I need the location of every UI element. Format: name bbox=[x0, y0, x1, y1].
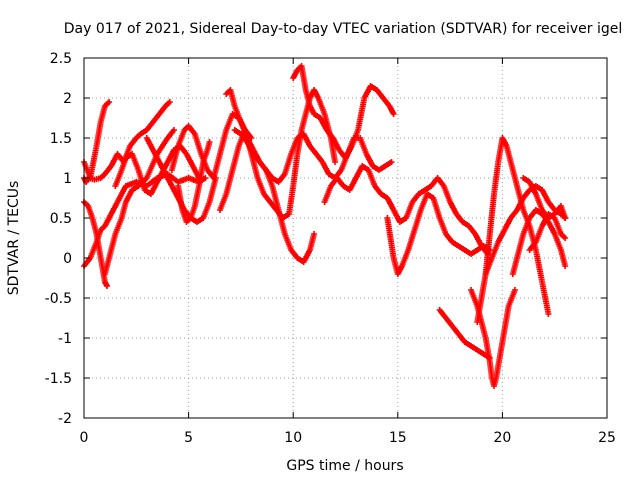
data-point bbox=[390, 111, 397, 117]
data-point bbox=[511, 287, 518, 293]
series-sat-b bbox=[81, 99, 173, 185]
series-sat-i bbox=[175, 139, 213, 225]
y-tick-label: 1 bbox=[63, 171, 72, 187]
data-point bbox=[166, 99, 173, 105]
series-sat-r bbox=[474, 135, 552, 325]
x-tick-label: 0 bbox=[80, 430, 89, 446]
series-sat-q bbox=[468, 287, 518, 389]
chart-title: Day 017 of 2021, Sidereal Day-to-day VTE… bbox=[64, 21, 623, 37]
data-point bbox=[562, 235, 569, 241]
data-points bbox=[81, 63, 569, 389]
series-sat-v bbox=[526, 211, 569, 253]
y-tick-label: -0.5 bbox=[45, 291, 72, 307]
series-sat-m bbox=[290, 63, 397, 161]
x-axis-label: GPS time / hours bbox=[286, 458, 403, 474]
data-point bbox=[562, 263, 569, 269]
series-sat-n bbox=[321, 163, 491, 257]
x-tick-label: 20 bbox=[493, 430, 511, 446]
series-sat-u bbox=[520, 175, 569, 221]
y-tick-label: 2 bbox=[63, 91, 72, 107]
data-point bbox=[311, 231, 318, 237]
x-tick-label: 15 bbox=[389, 430, 407, 446]
data-point bbox=[106, 99, 113, 105]
y-tick-label: 2.5 bbox=[50, 51, 72, 67]
x-tick-label: 10 bbox=[284, 430, 302, 446]
data-point bbox=[104, 283, 111, 289]
data-point bbox=[545, 311, 552, 317]
data-point bbox=[562, 215, 569, 221]
y-axis-label: SDTVAR / TECUs bbox=[6, 181, 22, 296]
y-tick-label: 1.5 bbox=[50, 131, 72, 147]
y-tick-label: -1.5 bbox=[45, 371, 72, 387]
y-tick-label: 0 bbox=[63, 251, 72, 267]
series-sat-j bbox=[216, 87, 339, 221]
data-point bbox=[332, 159, 339, 165]
plot-frame bbox=[83, 57, 608, 419]
x-tick-label: 5 bbox=[184, 430, 193, 446]
axis-ticks: 0 5 10 15 20 25 -2 -1.5 -1 -0.5 0 0.5 1 1.5 2 2.5 bbox=[45, 51, 616, 446]
data-point bbox=[170, 127, 177, 133]
y-tick-label: -1 bbox=[58, 331, 72, 347]
x-tick-label: 25 bbox=[598, 430, 616, 446]
y-tick-label: -2 bbox=[58, 411, 72, 427]
data-point bbox=[206, 139, 213, 145]
series-sat-e bbox=[101, 127, 177, 277]
y-tick-label: 0.5 bbox=[50, 211, 72, 227]
data-point bbox=[388, 159, 395, 165]
